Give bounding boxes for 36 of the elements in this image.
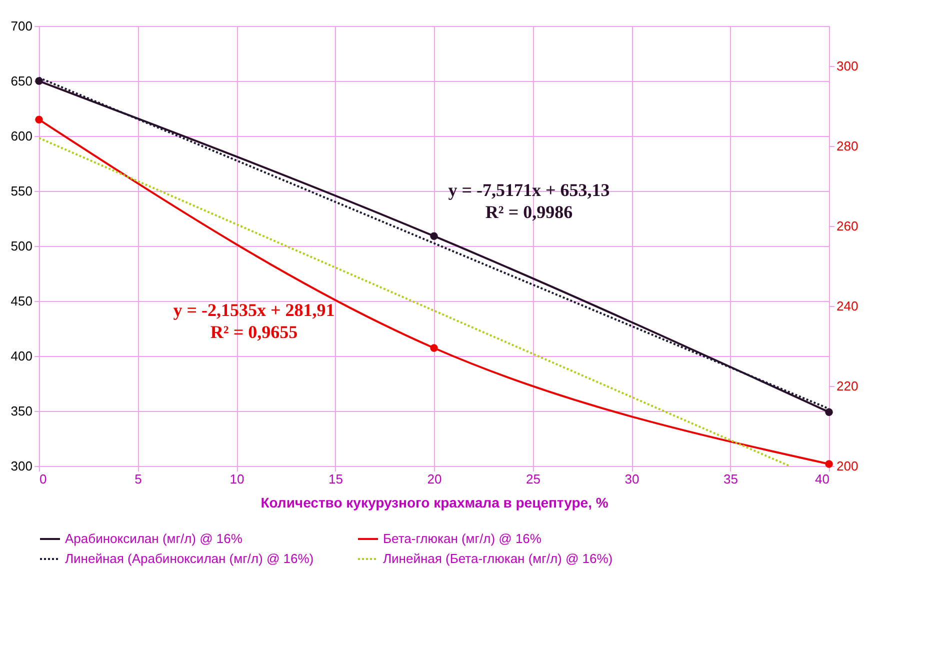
point <box>430 232 438 240</box>
y-tick-label: 550 <box>10 184 32 198</box>
x-tick-label: 25 <box>526 472 540 486</box>
y2-tick-label: 280 <box>836 138 858 154</box>
y2-tick-label: 220 <box>836 378 858 394</box>
x-tick-label: 35 <box>724 472 738 486</box>
y-tick-label: 700 <box>10 18 32 34</box>
point <box>35 116 43 124</box>
x-tick-label: 20 <box>427 472 442 486</box>
y2-tick-label: 260 <box>836 218 858 234</box>
point <box>825 408 833 416</box>
annotation: y = -7,5171x + 653,13 R² = 0,9986 <box>448 180 610 222</box>
y-tick-label: 400 <box>10 348 32 364</box>
x-tick-label: 15 <box>328 472 343 486</box>
annotation: y = -2,1535x + 281,91 R² = 0,9655 <box>173 300 335 342</box>
y2-tick-label: 240 <box>836 298 858 314</box>
point <box>825 460 833 468</box>
y-tick-label: 500 <box>10 238 32 254</box>
x-tick-label: 5 <box>134 472 142 486</box>
y2-tick-label: 200 <box>836 458 858 474</box>
y-tick-label: 350 <box>10 404 32 418</box>
legend-label: Арабиноксилан (мг/л) @ 16% <box>65 531 243 546</box>
legend-label: Линейная (Бета-глюкан (мг/л) @ 16%) <box>383 551 613 566</box>
legend-label: Линейная (Арабиноксилан (мг/л) @ 16%) <box>65 551 314 566</box>
x-tick-label: 40 <box>815 472 830 486</box>
point <box>430 344 438 352</box>
y2-tick-label: 300 <box>836 58 858 74</box>
x-tick-label: 30 <box>624 472 640 486</box>
y-tick-label: 600 <box>10 128 32 144</box>
x-tick-label: 10 <box>230 472 244 486</box>
y-tick-label: 450 <box>10 294 32 308</box>
x-tick-label: 0 <box>40 472 47 486</box>
x-axis-title: Количество кукурузного крахмала в рецептуре, % <box>260 494 609 510</box>
y-tick-label: 650 <box>10 74 32 88</box>
legend-label: Бета-глюкан (мг/л) @ 16% <box>383 531 542 546</box>
y-tick-label: 300 <box>10 458 32 474</box>
